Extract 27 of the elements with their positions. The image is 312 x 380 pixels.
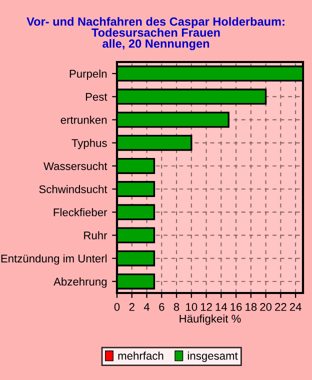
- x-tick-label: 22: [275, 303, 286, 311]
- x-tick-label: 18: [246, 303, 257, 311]
- y-tick-label: Abzehrung: [54, 277, 107, 288]
- x-tick-label: 24: [290, 303, 302, 311]
- y-tick-label: ertrunken: [60, 116, 107, 124]
- x-tick-label: 14: [216, 303, 228, 311]
- y-tick-label: Typhus: [72, 138, 107, 150]
- x-axis-title: Häufigkeit %: [180, 314, 241, 325]
- y-tick-label: Wassersucht: [44, 162, 108, 170]
- x-tick-label: 8: [174, 303, 180, 311]
- x-tick-label: 12: [200, 303, 212, 311]
- x-tick-label: 4: [144, 303, 150, 311]
- x-tick-label: 6: [159, 303, 164, 311]
- y-tick-label: Pest: [86, 93, 108, 101]
- x-tick-label: 20: [260, 303, 272, 311]
- x-tick-label: 0: [114, 303, 120, 311]
- legend-label: insgesamt: [188, 352, 238, 362]
- y-tick-label: Entzündung im Unterl: [1, 254, 107, 265]
- y-tick-label: Fleckfieber: [54, 208, 108, 216]
- y-tick-label: Ruhr: [84, 231, 108, 240]
- chart-title: Vor- und Nachfahren des Caspar Holderbaum: Todesursachen Frauen alle, 20 Nennungen: [26, 17, 284, 50]
- y-tick-label: Purpeln: [70, 70, 107, 80]
- y-tick-label: Schwindsucht: [39, 185, 108, 194]
- x-tick-label: 16: [230, 303, 242, 311]
- x-tick-label: 10: [186, 303, 198, 311]
- legend-label: mehrfach: [118, 352, 164, 360]
- x-tick-label: 2: [129, 303, 134, 311]
